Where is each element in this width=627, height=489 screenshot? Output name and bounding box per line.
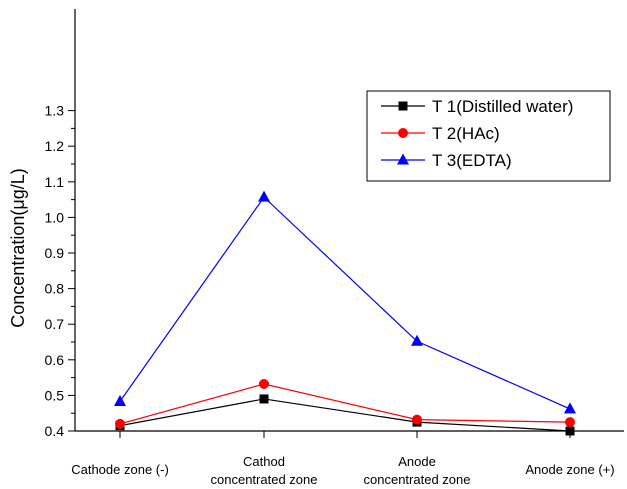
y-tick-label: 1.2 (45, 138, 65, 154)
data-point (397, 153, 409, 165)
y-tick-label: 0.9 (45, 245, 65, 261)
data-point (258, 190, 270, 202)
x-tick-label: Anode zone (+) (525, 462, 614, 477)
series-line (119, 398, 571, 432)
legend-label: T 2(HAc) (432, 124, 500, 143)
data-point (259, 379, 269, 390)
series-2 (115, 379, 575, 429)
data-point (564, 402, 576, 414)
x-tick-label: Cathode zone (-) (71, 462, 169, 477)
y-tick-label: 0.6 (45, 352, 65, 368)
series-line (119, 196, 571, 410)
legend-label: T 3(EDTA) (432, 151, 512, 170)
data-point (411, 334, 423, 346)
data-point (259, 394, 269, 404)
data-point (412, 414, 422, 425)
y-axis-title: Concentration(μg/L) (8, 168, 28, 327)
y-tick-label: 1.3 (45, 103, 65, 119)
legend: T 1(Distilled water) T 2(HAc) T 3(EDTA) (366, 90, 611, 182)
data-point (565, 426, 575, 436)
series-line (119, 383, 571, 425)
series-3 (114, 190, 576, 414)
series-layer (114, 190, 576, 436)
y-tick-label: 1.0 (45, 209, 65, 225)
y-tick-label: 0.8 (45, 281, 65, 297)
legend-label: T 1(Distilled water) (432, 97, 573, 116)
y-tick-label: 0.5 (45, 387, 65, 403)
data-point (115, 418, 125, 429)
x-tick-label: Anode concentrated zone (364, 454, 471, 487)
y-tick-label: 0.4 (45, 423, 65, 439)
data-point (114, 394, 126, 406)
data-point (398, 128, 408, 138)
y-tick-label: 0.7 (45, 316, 65, 332)
x-tick-label: Cathod concentrated zone (211, 454, 318, 487)
axes: 0.4 0.5 0.6 0.7 0.8 0.9 1.0 1.1 1.2 1.3 Cathode zo… (45, 9, 624, 487)
series-1 (115, 394, 575, 436)
y-tick-label: 1.1 (45, 174, 65, 190)
data-point (398, 101, 408, 111)
data-point (565, 417, 575, 428)
